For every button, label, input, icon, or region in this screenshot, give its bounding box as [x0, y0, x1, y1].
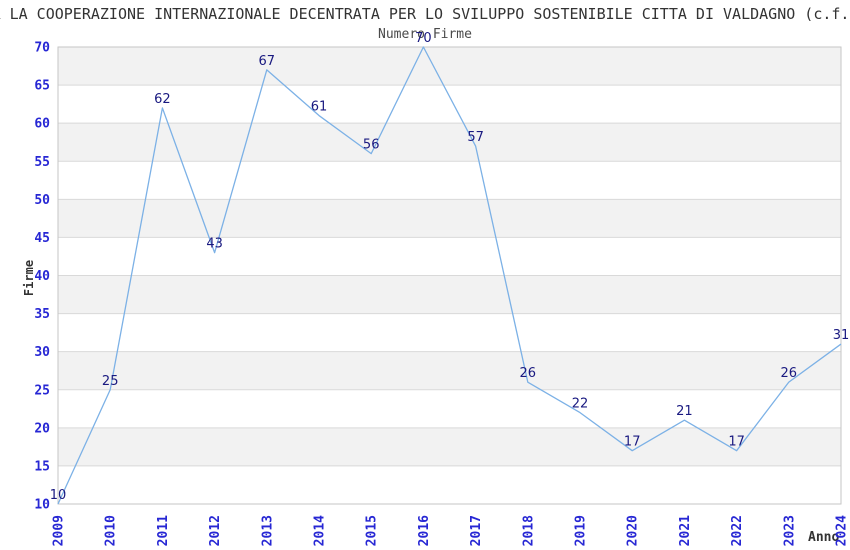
- x-tick-label: 2016: [417, 515, 432, 546]
- data-point-label: 26: [781, 366, 798, 381]
- y-tick-label: 10: [34, 498, 50, 513]
- y-tick-label: 35: [34, 307, 50, 322]
- data-point-label: 67: [259, 54, 276, 69]
- x-tick-label: 2020: [626, 515, 641, 546]
- y-tick-label: 30: [34, 345, 50, 360]
- plot-border: [57, 46, 842, 505]
- data-point-label: 56: [363, 138, 380, 153]
- x-tick-label: 2012: [208, 515, 223, 546]
- y-tick-label: 70: [34, 41, 50, 56]
- x-tick-label: 2011: [156, 515, 171, 546]
- y-tick-label: 25: [34, 383, 50, 398]
- data-line: [57, 46, 842, 505]
- y-tick-label: 45: [34, 231, 50, 246]
- plot-band: [58, 427, 841, 466]
- y-tick-label: 15: [34, 459, 50, 474]
- y-tick-label: 55: [34, 155, 50, 170]
- plot-band: [58, 351, 841, 390]
- data-point-label: 10: [50, 488, 67, 503]
- data-point-label: 26: [520, 366, 537, 381]
- x-tick-label: 2023: [782, 515, 797, 546]
- data-point-label: 22: [572, 397, 589, 412]
- x-tick-label: 2017: [469, 515, 484, 546]
- x-tick-label: 2009: [52, 515, 67, 546]
- x-tick-label: 2019: [574, 515, 589, 546]
- data-point-label: 57: [467, 130, 484, 145]
- plot-band: [58, 199, 841, 238]
- data-point-label: 43: [206, 237, 223, 252]
- data-point-label: 17: [624, 435, 641, 450]
- x-tick-label: 2015: [365, 515, 380, 546]
- x-axis-title: Anno: [808, 530, 840, 545]
- y-tick-label: 65: [34, 79, 50, 94]
- plot-band: [58, 47, 841, 86]
- x-tick-label: 2014: [313, 515, 328, 546]
- data-point-label: 70: [415, 31, 432, 46]
- plot-band: [58, 275, 841, 314]
- y-tick-label: 20: [34, 421, 50, 436]
- x-tick-label: 2010: [104, 515, 119, 546]
- data-point-label: 17: [728, 435, 745, 450]
- y-tick-label: 60: [34, 117, 50, 132]
- data-point-label: 62: [154, 92, 171, 107]
- x-tick-label: 2013: [260, 515, 275, 546]
- x-tick-label: 2021: [678, 515, 693, 546]
- data-point-label: 61: [311, 100, 328, 115]
- x-tick-label: 2024: [835, 515, 850, 546]
- x-tick-label: 2018: [521, 515, 536, 546]
- y-tick-label: 40: [34, 269, 50, 284]
- page-title: R LA COOPERAZIONE INTERNAZIONALE DECENTR…: [0, 5, 850, 23]
- data-point-label: 31: [833, 328, 850, 343]
- chart-title: Numero Firme: [378, 27, 472, 42]
- plot-band: [58, 123, 841, 162]
- data-point-label: 25: [102, 374, 119, 389]
- x-tick-label: 2022: [730, 515, 745, 546]
- y-tick-label: 50: [34, 193, 50, 208]
- data-point-label: 21: [676, 404, 693, 419]
